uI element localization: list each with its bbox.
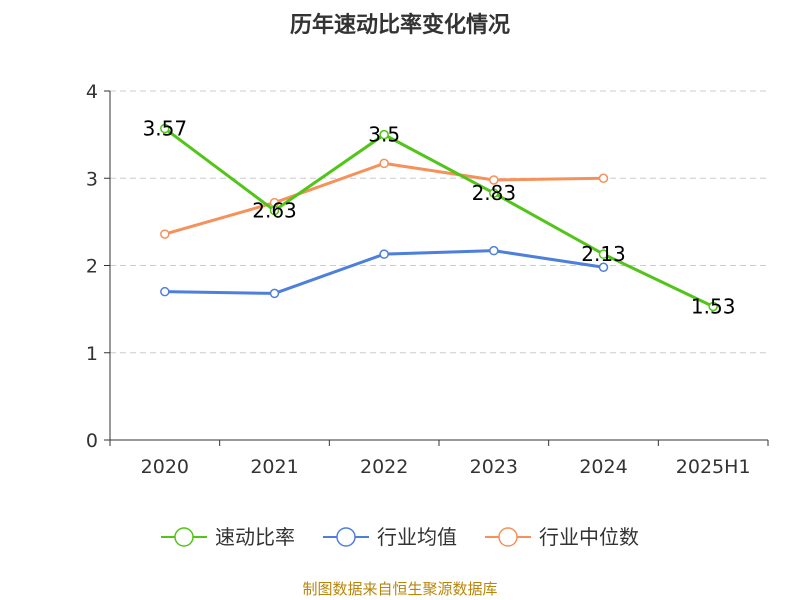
- x-tick-label: 2024: [579, 456, 627, 478]
- x-tick-label: 2021: [250, 456, 298, 478]
- legend-label: 行业均值: [377, 525, 457, 549]
- data-point[interactable]: [598, 262, 609, 272]
- data-point[interactable]: [598, 173, 609, 183]
- data-label: 3.5: [368, 123, 400, 147]
- data-point[interactable]: [269, 288, 280, 299]
- series-lines: [160, 123, 718, 312]
- axes: 0 1 2 3 4 2020 2021 2022 2023 2024 2025H1: [86, 81, 769, 478]
- x-tick-label: 2025H1: [676, 456, 751, 478]
- legend-item[interactable]: 行业中位数: [485, 525, 639, 549]
- data-point[interactable]: [489, 188, 499, 198]
- y-tick-label: 1: [86, 343, 98, 365]
- y-tick-label: 3: [86, 168, 98, 190]
- legend[interactable]: 速动比率 行业均值 行业中位数: [161, 525, 639, 549]
- data-point[interactable]: [269, 205, 280, 216]
- series-line: [163, 161, 605, 236]
- data-label: 2.13: [581, 242, 626, 266]
- data-label: 3.57: [143, 117, 188, 141]
- x-tick-label: 2022: [360, 456, 408, 478]
- data-point[interactable]: [598, 249, 609, 259]
- data-point[interactable]: [160, 286, 170, 297]
- x-tick-label: 2023: [470, 456, 518, 478]
- data-labels: 3.57 2.63 3.5 2.83 2.13 1.53: [143, 117, 736, 319]
- legend-circle-icon: [174, 527, 194, 547]
- source-note: 制图数据来自恒生聚源数据库: [302, 580, 497, 598]
- legend-item[interactable]: 行业均值: [323, 525, 457, 549]
- legend-item[interactable]: 速动比率: [161, 525, 295, 549]
- y-tick-label: 0: [86, 430, 98, 452]
- legend-circle-icon: [336, 527, 356, 547]
- y-tick-label: 2: [86, 256, 98, 278]
- series-line: [163, 127, 715, 309]
- legend-circle-icon: [498, 527, 518, 547]
- legend-label: 速动比率: [215, 525, 295, 549]
- data-point[interactable]: [160, 229, 170, 239]
- data-point[interactable]: [379, 158, 389, 169]
- data-label: 1.53: [691, 295, 736, 319]
- y-tick-label: 4: [86, 81, 98, 103]
- data-label: 2.83: [472, 181, 517, 205]
- legend-label: 行业中位数: [539, 525, 639, 549]
- chart-title: 历年速动比率变化情况: [290, 12, 510, 38]
- data-point[interactable]: [708, 301, 718, 312]
- data-point[interactable]: [489, 175, 499, 185]
- data-point[interactable]: [489, 245, 499, 256]
- data-label: 2.63: [252, 199, 297, 223]
- data-point[interactable]: [160, 123, 170, 134]
- data-point[interactable]: [379, 249, 389, 259]
- x-tick-label: 2020: [141, 456, 189, 478]
- data-point[interactable]: [379, 129, 389, 140]
